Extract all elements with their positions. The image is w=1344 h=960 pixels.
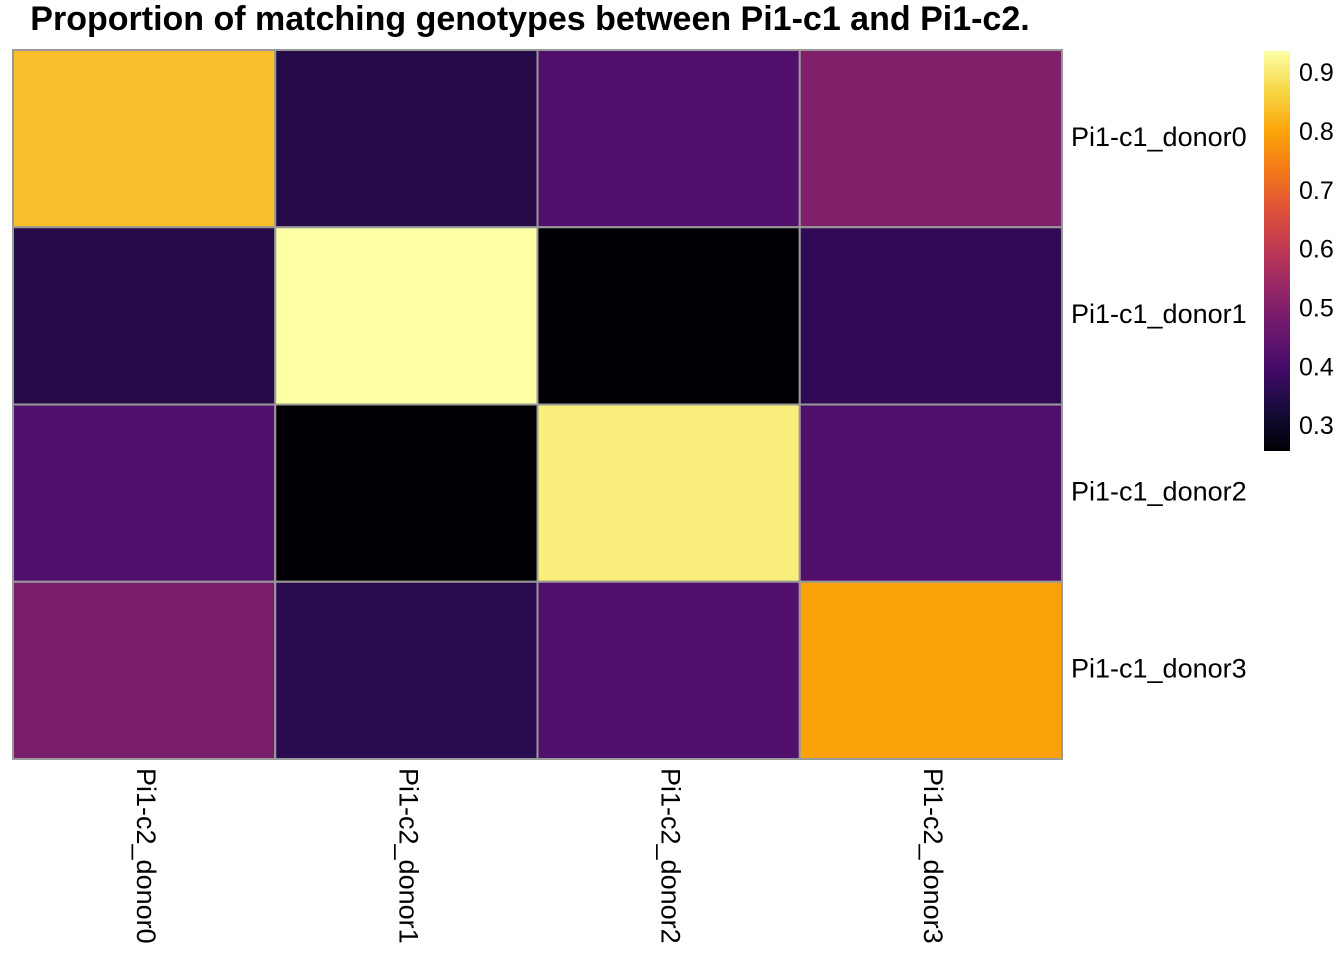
color-legend: 0.3 0.4 0.5 0.6 0.7 0.8 0.9 (1264, 51, 1334, 451)
column-label: Pi1-c2_donor1 (393, 768, 423, 944)
column-labels: Pi1-c2_donor0 Pi1-c2_donor1 Pi1-c2_donor2 P… (131, 768, 948, 944)
heatmap-cell-r1-c0 (12, 226, 277, 406)
heatmap-cell-r3-c2 (536, 580, 801, 760)
heatmap-cell-r0-c3 (798, 49, 1063, 229)
heatmap-cell-r1-c3 (798, 226, 1063, 406)
heatmap-cells (12, 49, 1063, 760)
heatmap-cell-r0-c1 (274, 49, 539, 229)
legend-tick-label: 0.7 (1299, 177, 1334, 205)
legend-tick-label: 0.4 (1299, 353, 1334, 381)
column-label: Pi1-c2_donor0 (131, 768, 161, 944)
legend-tick-label: 0.3 (1299, 412, 1334, 440)
legend-tick-label: 0.6 (1299, 236, 1334, 264)
legend-tick-label: 0.5 (1299, 294, 1334, 322)
heatmap-cell-r2-c2 (536, 403, 801, 583)
heatmap-cell-r3-c1 (274, 580, 539, 760)
heatmap-cell-r0-c0 (12, 49, 277, 229)
legend-tick-label: 0.9 (1299, 59, 1334, 87)
heatmap-cell-r3-c0 (12, 580, 277, 760)
legend-ticks: 0.3 0.4 0.5 0.6 0.7 0.8 0.9 (1299, 59, 1334, 440)
row-labels: Pi1-c1_donor0 Pi1-c1_donor1 Pi1-c1_donor2 P… (1071, 122, 1247, 684)
row-label: Pi1-c1_donor2 (1071, 476, 1247, 506)
chart-title: Proportion of matching genotypes between… (30, 0, 1029, 38)
row-label: Pi1-c1_donor1 (1071, 299, 1247, 329)
column-label: Pi1-c2_donor2 (656, 768, 686, 944)
heatmap-cell-r1-c1 (274, 226, 539, 406)
heatmap-cell-r2-c3 (798, 403, 1063, 583)
heatmap-cell-r3-c3 (798, 580, 1063, 760)
column-label: Pi1-c2_donor3 (918, 768, 948, 944)
row-label: Pi1-c1_donor0 (1071, 122, 1247, 152)
heatmap-cell-r2-c1 (274, 403, 539, 583)
legend-tick-label: 0.8 (1299, 118, 1334, 146)
legend-colorbar (1264, 51, 1290, 451)
heatmap-cell-r0-c2 (536, 49, 801, 229)
heatmap-cell-r1-c2 (536, 226, 801, 406)
heatmap-cell-r2-c0 (12, 403, 277, 583)
row-label: Pi1-c1_donor3 (1071, 654, 1247, 684)
